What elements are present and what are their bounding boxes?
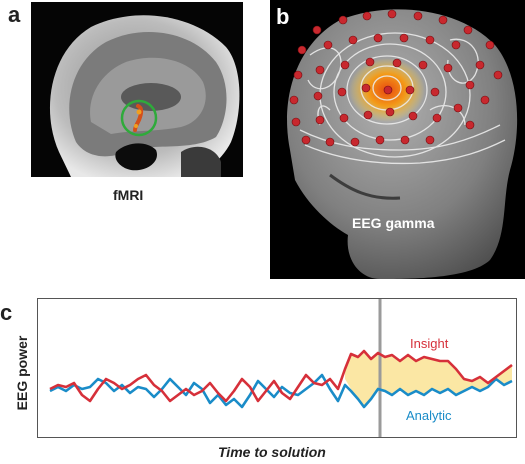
x-axis-label: Time to solution	[218, 444, 326, 460]
panel-a-letter: a	[8, 2, 21, 27]
eeg-power-plot	[37, 298, 517, 438]
eeg-head-image	[270, 0, 525, 279]
analytic-label: Analytic	[406, 408, 452, 423]
y-axis-label: EEG power	[14, 335, 30, 411]
eeg-gamma-caption: EEG gamma	[352, 215, 435, 231]
insight-analytic-difference-fill	[345, 351, 512, 407]
analytic-series-line	[49, 373, 513, 409]
panel-b-letter: b	[276, 4, 290, 29]
fmri-brain-image	[31, 2, 243, 177]
insight-series-line	[49, 349, 513, 403]
panel-c-letter: c	[0, 300, 13, 325]
insight-label: Insight	[410, 336, 449, 351]
fmri-caption: fMRI	[113, 187, 144, 203]
